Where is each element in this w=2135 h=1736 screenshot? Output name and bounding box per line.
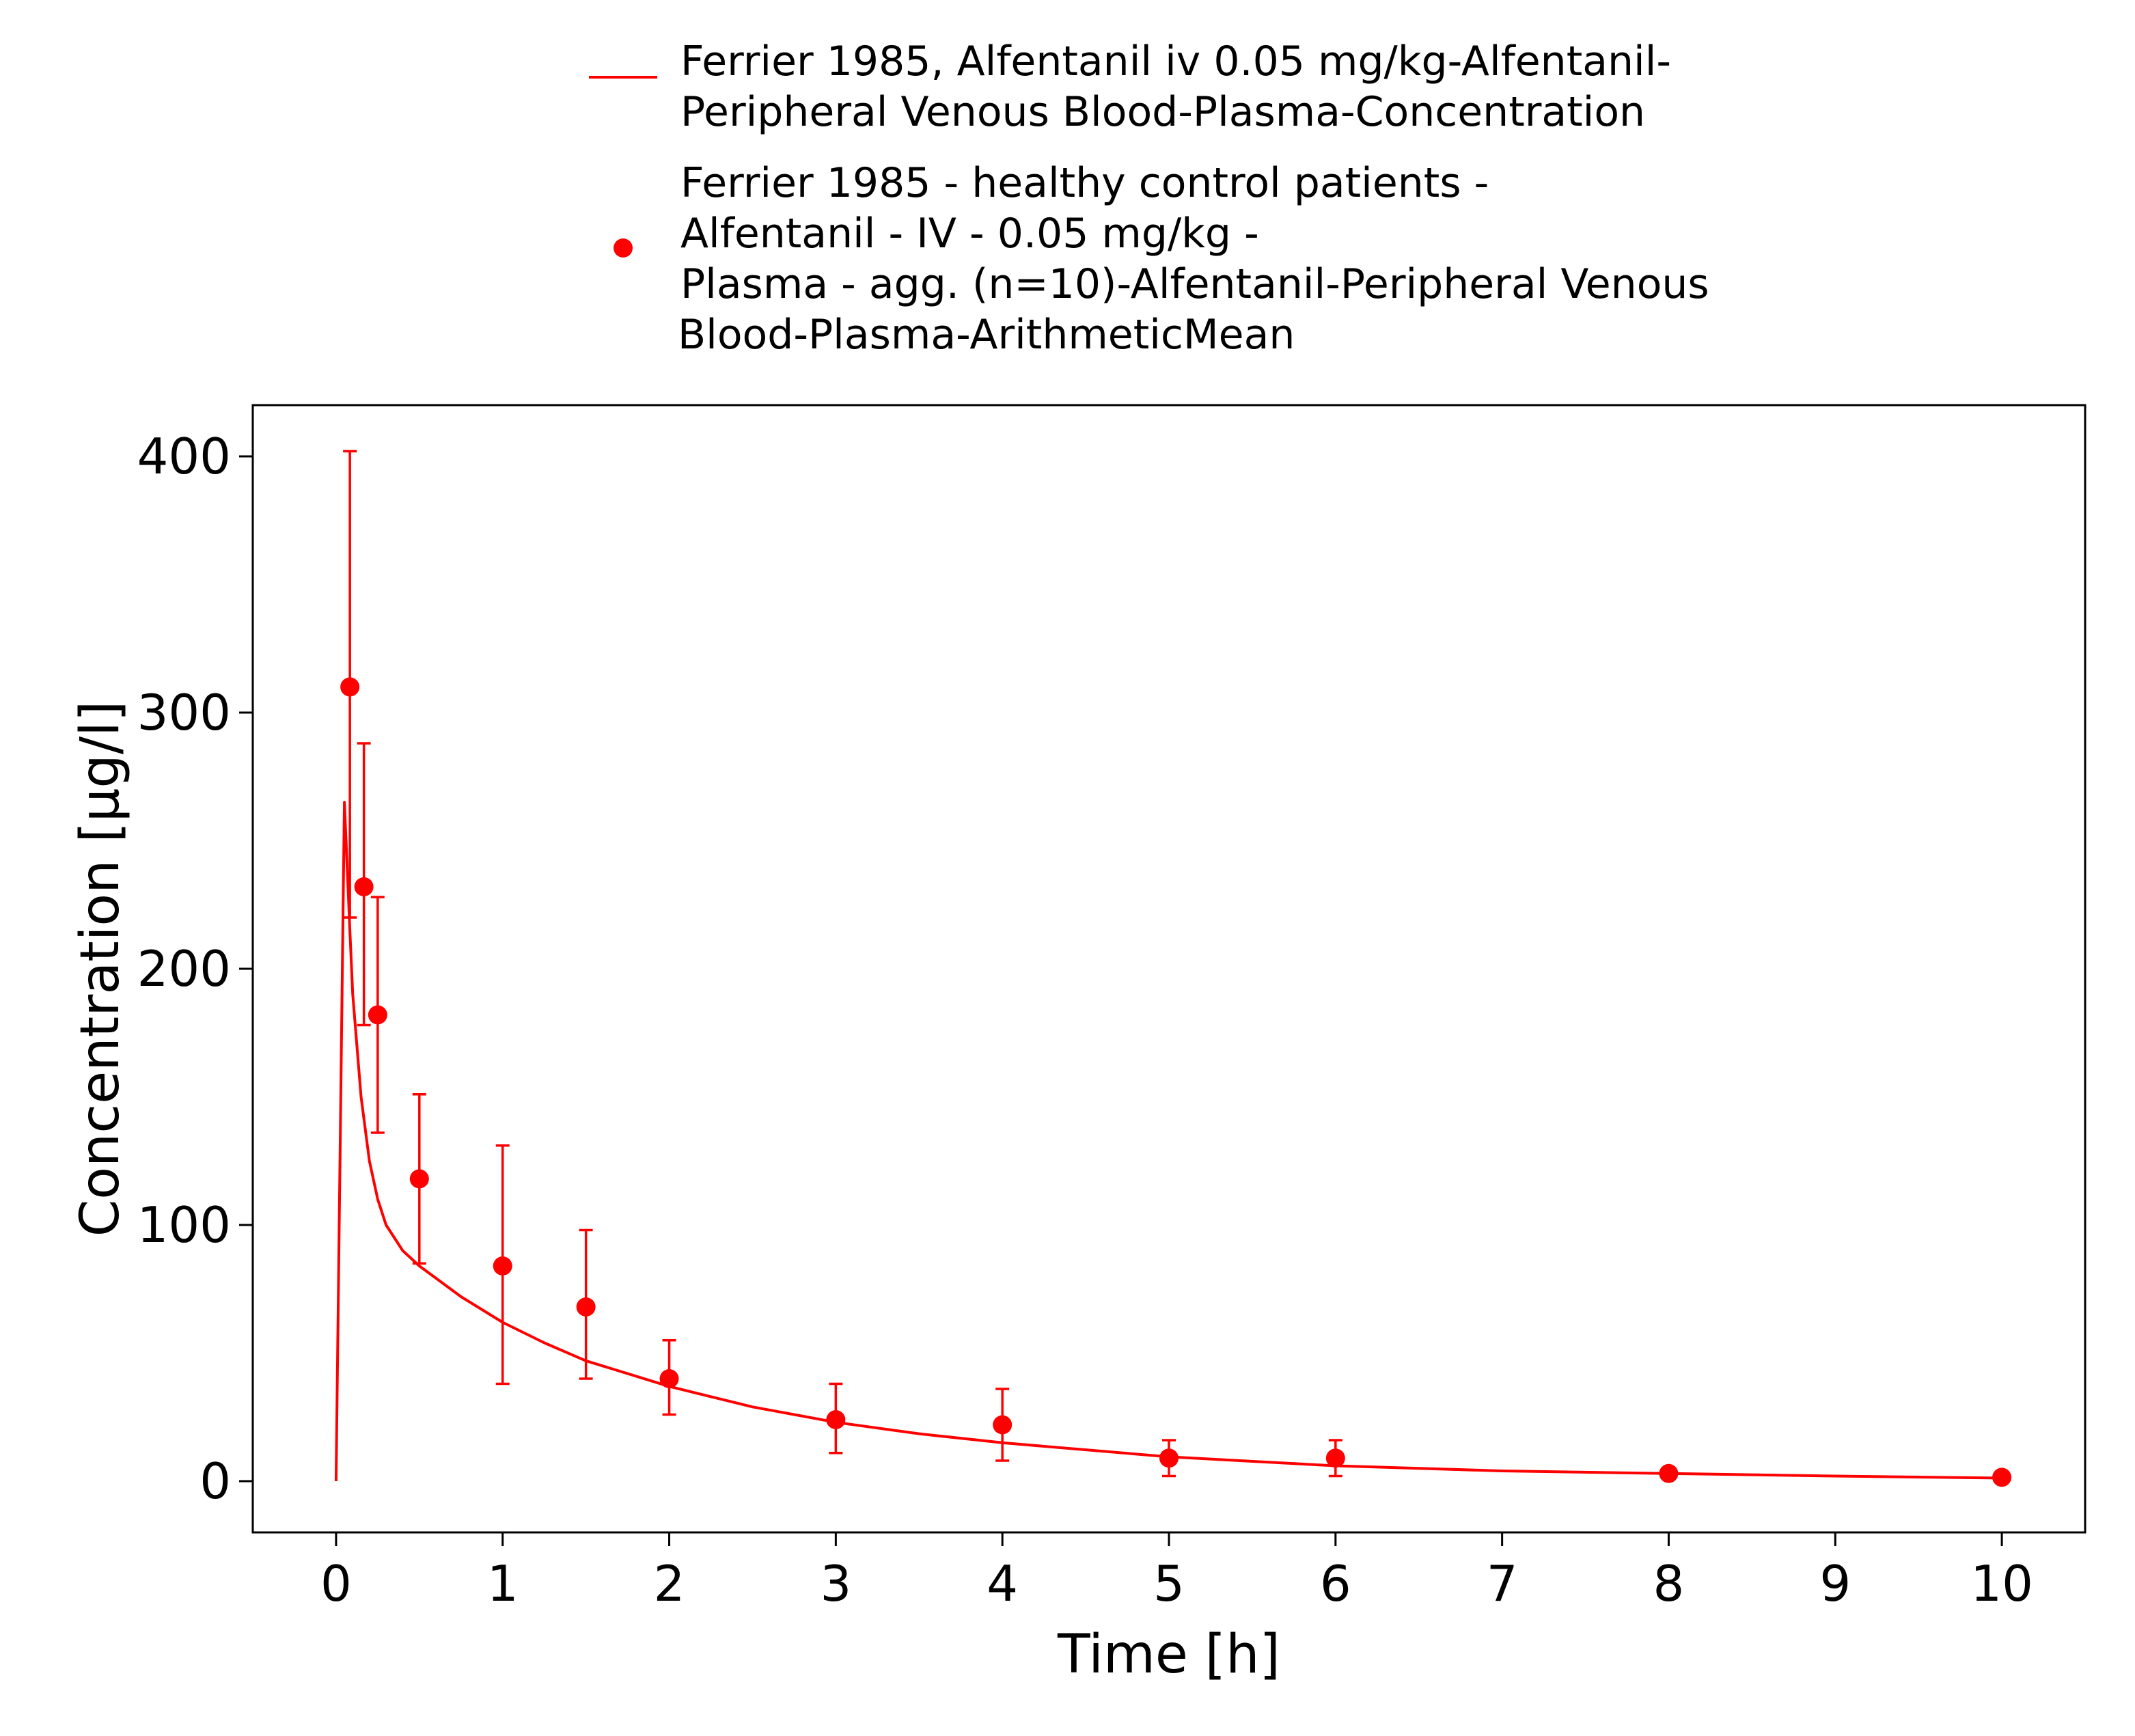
y-tick-label: 0 xyxy=(199,1452,231,1510)
observed-data-point xyxy=(354,877,374,896)
x-tick-label: 5 xyxy=(1153,1555,1185,1612)
x-axis: 0 1 2 3 4 5 6 7 8 9 10 xyxy=(320,1532,2033,1612)
x-tick-label: 2 xyxy=(654,1555,685,1612)
legend-entry-2-text: Ferrier 1985 - healthy control patients … xyxy=(680,159,1489,207)
legend-entry-1-text: Ferrier 1985, Alfentanil iv 0.05 mg/kg-A… xyxy=(680,38,1671,85)
x-tick-label: 9 xyxy=(1819,1555,1851,1612)
y-tick-label: 200 xyxy=(137,940,231,997)
legend: Ferrier 1985, Alfentanil iv 0.05 mg/kg-A… xyxy=(589,38,1709,359)
observed-data-point xyxy=(993,1415,1013,1435)
observed-data-point xyxy=(409,1169,429,1189)
observed-data-point xyxy=(1325,1448,1345,1468)
y-tick-label: 100 xyxy=(137,1196,231,1254)
x-tick-label: 3 xyxy=(820,1555,851,1612)
x-tick-label: 0 xyxy=(320,1555,352,1612)
plot-frame xyxy=(251,404,2086,1534)
series-layer xyxy=(334,450,2012,1487)
observed-data-point xyxy=(659,1369,679,1388)
observed-data-point xyxy=(368,1005,387,1025)
observed-data-point xyxy=(826,1410,846,1429)
observed-data-point xyxy=(493,1256,512,1276)
legend-entry-2-text: Alfentanil - IV - 0.05 mg/kg - xyxy=(680,210,1259,258)
observed-data-point xyxy=(1659,1463,1679,1483)
observed-data-point xyxy=(1159,1448,1179,1468)
observed-data-point xyxy=(340,677,360,697)
y-tick-label: 300 xyxy=(137,684,231,741)
observed-data-point xyxy=(1992,1468,2012,1487)
x-tick-label: 1 xyxy=(487,1555,519,1612)
legend-entry-2-text: Blood-Plasma-ArithmeticMean xyxy=(678,311,1295,359)
y-tick-label: 400 xyxy=(137,428,231,485)
x-tick-label: 4 xyxy=(987,1555,1018,1612)
x-tick-label: 8 xyxy=(1653,1555,1685,1612)
y-axis: 0 100 200 300 400 xyxy=(137,428,253,1510)
legend-entry-2-text: Plasma - agg. (n=10)-Alfentanil-Peripher… xyxy=(680,260,1709,308)
x-tick-label: 7 xyxy=(1487,1555,1518,1612)
legend-entry-1-text: Peripheral Venous Blood-Plasma-Concentra… xyxy=(680,88,1645,136)
legend-point-swatch xyxy=(614,238,633,258)
observed-data-point xyxy=(576,1297,596,1317)
x-axis-title: Time [h] xyxy=(1057,1624,1280,1685)
x-tick-label: 6 xyxy=(1320,1555,1351,1612)
x-tick-label: 10 xyxy=(1970,1555,2033,1612)
y-axis-title: Concentration [µg/l] xyxy=(70,701,131,1237)
